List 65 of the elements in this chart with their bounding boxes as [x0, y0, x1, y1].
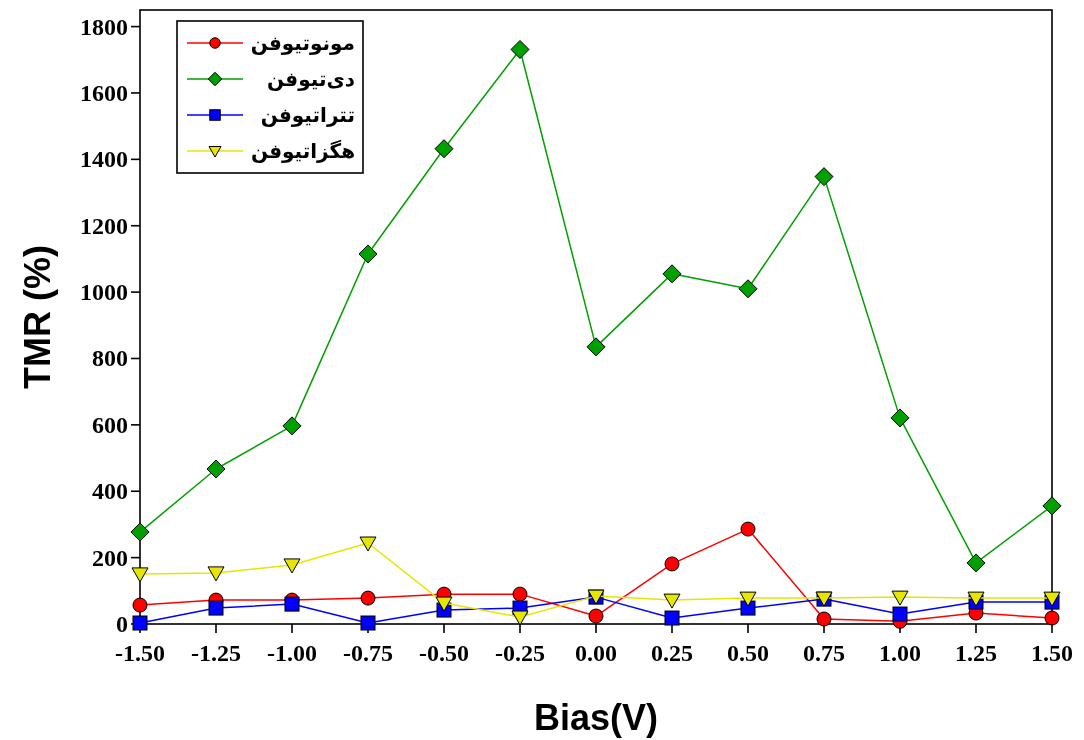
xtick: -1.25: [191, 640, 241, 666]
point: [739, 591, 757, 607]
point: [890, 408, 910, 428]
point: [816, 611, 832, 627]
ytick: 1600: [80, 79, 128, 106]
xtick: 0.00: [575, 640, 617, 666]
point: [359, 536, 377, 552]
point: [282, 416, 302, 436]
point: [132, 615, 148, 631]
point: [966, 553, 986, 573]
point: [740, 521, 756, 537]
xtick: 0.25: [651, 640, 693, 666]
point: [662, 264, 682, 284]
xtick: 0.50: [727, 640, 769, 666]
point: [131, 567, 149, 583]
xtick: 1.25: [955, 640, 997, 666]
legend-label: مونوتیوفن: [250, 31, 355, 55]
xtick: 1.50: [1031, 640, 1073, 666]
point: [360, 615, 376, 631]
ytick: 1400: [80, 146, 128, 173]
xtick: -1.50: [115, 640, 165, 666]
point: [1044, 610, 1060, 626]
point: [132, 597, 148, 613]
legend-label: دی‌تیوفن: [267, 67, 355, 91]
ytick: 1800: [80, 13, 128, 40]
point: [511, 610, 529, 626]
point: [206, 459, 226, 479]
xtick: -1.00: [267, 640, 317, 666]
xtick: -0.25: [495, 640, 545, 666]
xtick: -0.75: [343, 640, 393, 666]
point: [664, 556, 680, 572]
point: [586, 337, 606, 357]
point: [435, 596, 453, 612]
xtick: -0.50: [419, 640, 469, 666]
point: [814, 167, 834, 187]
point: [207, 566, 225, 582]
point: [434, 139, 454, 159]
point: [1042, 496, 1062, 516]
xtick: 0.75: [803, 640, 845, 666]
point: [208, 600, 224, 616]
ytick: 200: [92, 544, 128, 571]
point: [663, 593, 681, 609]
ylabel: TMR (%): [17, 245, 58, 389]
ytick: 800: [92, 345, 128, 372]
xlabel: Bias(V): [534, 697, 658, 738]
ytick: 400: [92, 478, 128, 505]
ytick: 600: [92, 411, 128, 438]
point: [284, 596, 300, 612]
ytick: 1200: [80, 212, 128, 239]
point: [512, 586, 528, 602]
point: [664, 610, 680, 626]
point: [130, 522, 150, 542]
point: [360, 590, 376, 606]
legend-label: تتراتیوفن: [260, 103, 355, 127]
point: [892, 606, 908, 622]
point: [358, 244, 378, 264]
point: [738, 279, 758, 299]
ytick: 1000: [80, 279, 128, 306]
ytick: 0: [116, 611, 128, 637]
legend-label: هگزاتیوفن: [250, 139, 355, 163]
point: [283, 558, 301, 574]
point: [891, 590, 909, 606]
point: [510, 40, 530, 59]
xtick: 1.00: [879, 640, 921, 666]
point: [588, 608, 604, 624]
